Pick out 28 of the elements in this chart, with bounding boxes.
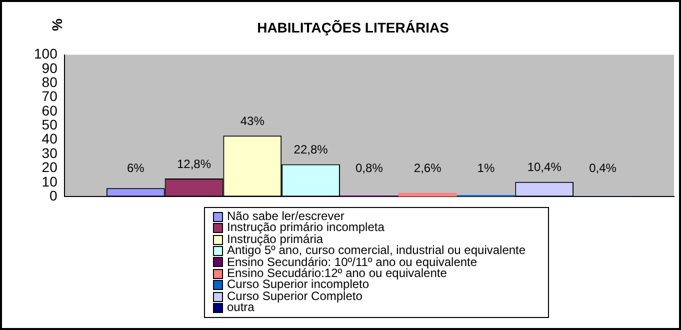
y-tick-label: 40 [42,130,58,147]
legend-label: Curso Superior Completo [227,288,362,303]
data-label: 22,8% [294,142,328,157]
y-axis-title: % [48,18,65,32]
data-label: 0,4% [589,160,617,175]
y-tick-label: 30 [42,144,58,161]
y-tick-label: 50 [42,116,58,133]
legend-label: outra [227,300,254,314]
data-label: 1% [477,160,495,175]
legend-label: Instrução primário incompleta [227,220,384,234]
y-tick-label: 10 [42,173,58,190]
y-tick-label: 0 [50,187,58,204]
data-label: 2,6% [414,160,442,175]
y-tick-label: 100 [34,46,58,62]
legend-label: Não sabe ler/escrever [227,209,344,223]
y-tick-label: 20 [42,159,58,176]
data-label: 6% [126,160,145,175]
data-label: 43% [240,114,265,128]
data-label: 10,4% [527,160,562,174]
data-label: 0,8% [356,160,384,175]
chart-title: HABILITAÇÕES LITERÁRIAS [257,19,449,36]
data-label: 12,8% [176,156,212,171]
y-tick-label: 90 [42,60,58,76]
y-tick-label: 60 [42,102,58,118]
y-tick-label: 80 [42,74,58,90]
bar [398,192,457,197]
legend-label: Curso Superior incompleto [227,277,370,292]
y-tick-label: 70 [42,88,58,104]
